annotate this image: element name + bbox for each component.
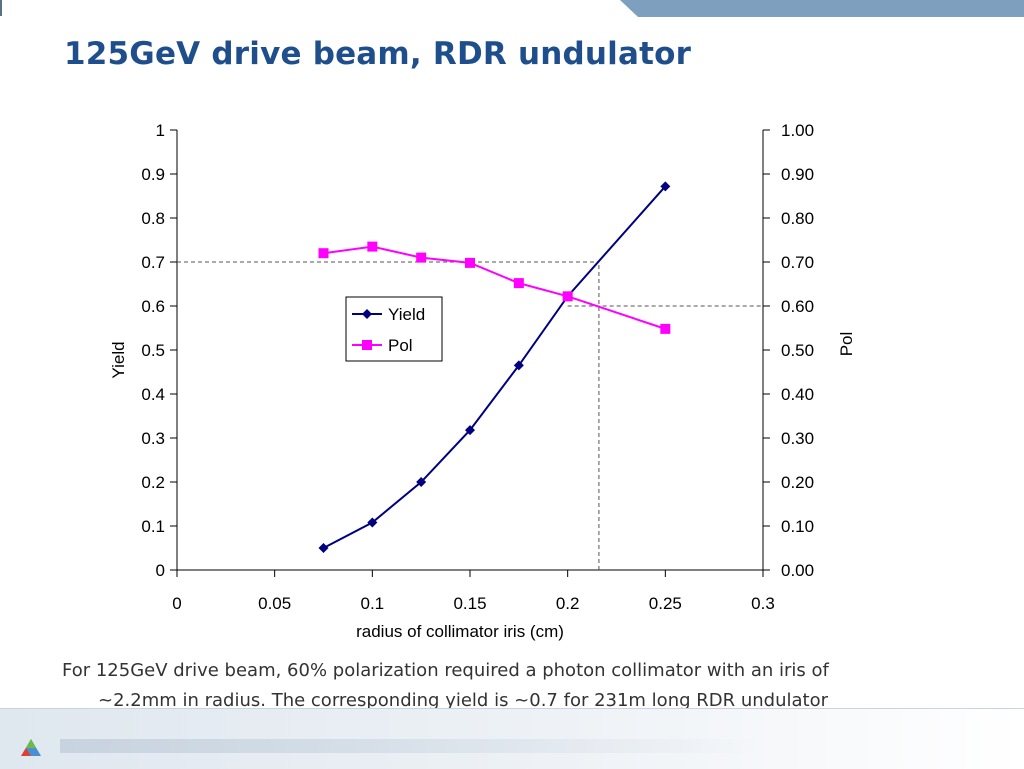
x-tick-label: 0.25 [649,594,682,613]
x-tick-label: 0 [172,594,181,613]
pol-point [513,278,524,289]
legend-box [345,296,443,362]
caption-line-2: ~2.2mm in radius. The corresponding yiel… [98,690,829,711]
y-axis-label: Yield [109,341,128,378]
yield-point [660,181,671,192]
yield-point [318,543,329,553]
yield-legend-marker [362,309,372,319]
pol-point [416,252,427,263]
footer-band [0,708,1024,769]
yield-legend-label: Yield [388,305,425,324]
y2-tick-label: 1.00 [781,121,814,140]
y2-tick-label: 0.00 [781,561,814,580]
y-tick-label: 0.4 [141,385,165,404]
y2-axis-label: Pol [837,332,856,357]
y2-tick-label: 0.80 [781,209,814,228]
yield-pol-chart: 00.10.20.30.40.50.60.70.80.910.000.100.2… [109,121,856,641]
footer-stripe [60,739,760,753]
y-tick-label: 0.2 [141,473,165,492]
x-tick-label: 0.2 [556,594,580,613]
x-tick-label: 0.3 [751,594,775,613]
pol-point [367,241,378,252]
y-tick-label: 0.3 [141,429,165,448]
x-tick-label: 0.05 [258,594,291,613]
caption-line-1: For 125GeV drive beam, 60% polarization … [62,660,829,681]
header-accent-band [620,0,1024,17]
corner-mark [0,0,2,16]
x-tick-label: 0.15 [453,594,486,613]
y2-tick-label: 0.70 [781,253,814,272]
y2-tick-label: 0.40 [781,385,814,404]
yield-series-line [323,185,667,549]
y-tick-label: 0 [156,561,165,580]
yield-point [513,360,524,371]
y2-tick-label: 0.20 [781,473,814,492]
yield-point [465,425,475,436]
y-tick-label: 0.8 [141,209,165,228]
x-axis-label: radius of collimator iris (cm) [356,622,564,641]
pol-point [465,257,475,268]
y2-tick-label: 0.30 [781,429,814,448]
y-tick-label: 0.9 [141,165,165,184]
x-tick-label: 0.1 [361,594,385,613]
y-tick-label: 0.7 [141,253,165,272]
y-tick-label: 1 [156,121,165,140]
yield-point [416,477,427,487]
y2-tick-label: 0.90 [781,165,814,184]
pol-legend-label: Pol [388,336,413,355]
lab-logo-icon [21,739,41,756]
y2-tick-label: 0.60 [781,297,814,316]
yield-point [367,517,378,528]
y-tick-label: 0.1 [141,517,165,536]
pol-point [660,323,671,334]
y2-tick-label: 0.10 [781,517,814,536]
y-tick-label: 0.5 [141,341,165,360]
slide-caption: For 125GeV drive beam, 60% polarization … [62,656,982,716]
pol-point [562,291,573,302]
pol-legend-marker [362,340,372,350]
slide-title: 125GeV drive beam, RDR undulator [64,36,692,72]
y-tick-label: 0.6 [141,297,165,316]
pol-point [318,248,329,259]
y2-tick-label: 0.50 [781,341,814,360]
